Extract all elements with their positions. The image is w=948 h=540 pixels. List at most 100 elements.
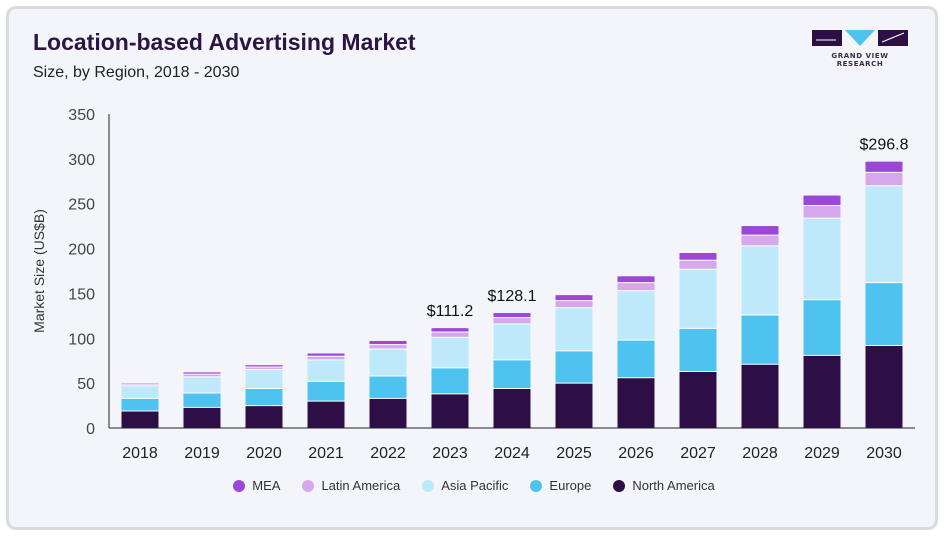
bar-asia-pacific-2020	[245, 369, 283, 389]
bar-north-america-2021	[307, 401, 345, 428]
bar-asia-pacific-2022	[369, 349, 407, 376]
legend-swatch	[613, 479, 626, 492]
data-label-2030: $296.8	[860, 137, 909, 154]
data-label-2024: $128.1	[488, 288, 537, 305]
x-tick-label-2021: 2021	[308, 445, 344, 462]
bar-north-america-2019	[183, 407, 221, 428]
bar-latin-america-2023	[431, 332, 469, 338]
x-tick-label-2023: 2023	[432, 445, 468, 462]
grand-view-research-logo-icon	[812, 30, 908, 46]
y-axis-label: Market Size (US$B)	[31, 209, 47, 333]
bar-asia-pacific-2029	[803, 218, 841, 300]
bar-north-america-2022	[369, 398, 407, 428]
legend-label: Asia Pacific	[441, 478, 509, 493]
bar-europe-2028	[741, 314, 779, 365]
bar-mea-2020	[245, 365, 283, 367]
bar-cap-2021	[307, 353, 345, 357]
logo-text: GRAND VIEW RESEARCH	[831, 52, 889, 68]
x-tick-label-2026: 2026	[618, 445, 654, 462]
x-tick-label-2030: 2030	[866, 445, 902, 462]
bar-asia-pacific-2028	[741, 245, 779, 315]
bar-north-america-2020	[245, 405, 283, 428]
x-tick-label-2027: 2027	[680, 445, 716, 462]
x-tick-label-2029: 2029	[804, 445, 840, 462]
legend-label: Latin America	[321, 478, 401, 493]
bar-cap-2024	[493, 313, 531, 318]
bar-asia-pacific-2023	[431, 337, 469, 368]
bar-mea-2019	[183, 372, 221, 375]
bar-cap-2028	[741, 226, 779, 235]
legend-item-north-america[interactable]: North America	[613, 478, 715, 493]
legend-swatch	[530, 479, 543, 492]
bar-latin-america-2029	[803, 205, 841, 219]
legend-item-latin-america[interactable]: Latin America	[302, 478, 400, 493]
y-tick-label: 250	[68, 197, 95, 214]
bar-europe-2027	[679, 328, 717, 372]
bar-europe-2020	[245, 388, 283, 406]
bar-europe-2018	[121, 398, 159, 411]
bar-latin-america-2030	[865, 172, 903, 186]
chart-title: Location-based Advertising Market	[33, 29, 416, 55]
bar-latin-america-2020	[245, 366, 283, 370]
y-tick-label: 200	[68, 242, 95, 259]
chart-card	[6, 6, 938, 530]
bar-europe-2025	[555, 350, 593, 384]
bar-latin-america-2018	[121, 384, 159, 386]
bar-europe-2022	[369, 375, 407, 399]
legend-label: Europe	[549, 478, 592, 493]
data-label-2023: $111.2	[427, 303, 474, 320]
bar-asia-pacific-2025	[555, 307, 593, 351]
bar-north-america-2027	[679, 371, 717, 428]
legend-item-asia-pacific[interactable]: Asia Pacific	[422, 478, 508, 493]
legend-item-mea[interactable]: MEA	[233, 478, 280, 493]
x-tick-label-2028: 2028	[742, 445, 778, 462]
x-tick-label-2022: 2022	[370, 445, 406, 462]
chart-legend: MEA Latin America Asia Pacific Europe North …	[0, 478, 948, 493]
bar-latin-america-2027	[679, 260, 717, 270]
bar-north-america-2029	[803, 355, 841, 428]
bar-asia-pacific-2021	[307, 359, 345, 382]
bar-asia-pacific-2027	[679, 269, 717, 329]
bar-cap-2025	[555, 295, 593, 301]
bar-north-america-2024	[493, 388, 531, 428]
legend-item-europe[interactable]: Europe	[530, 478, 591, 493]
bar-cap-2029	[803, 195, 841, 204]
bar-europe-2019	[183, 393, 221, 408]
bar-europe-2024	[493, 359, 531, 389]
bar-latin-america-2024	[493, 317, 531, 324]
bar-asia-pacific-2024	[493, 323, 531, 360]
bar-north-america-2026	[617, 377, 655, 428]
bar-asia-pacific-2030	[865, 185, 903, 283]
bar-asia-pacific-2019	[183, 376, 221, 394]
bar-asia-pacific-2026	[617, 290, 655, 341]
bar-latin-america-2028	[741, 235, 779, 246]
bar-europe-2030	[865, 282, 903, 346]
bar-north-america-2028	[741, 364, 779, 428]
y-tick-label: 300	[68, 152, 95, 169]
legend-swatch	[302, 479, 315, 492]
legend-swatch	[422, 479, 435, 492]
chart-subtitle: Size, by Region, 2018 - 2030	[33, 64, 240, 81]
x-tick-label-2018: 2018	[122, 445, 158, 462]
bar-europe-2029	[803, 299, 841, 356]
bar-cap-2023	[431, 328, 469, 333]
legend-label: North America	[632, 478, 715, 493]
bar-latin-america-2022	[369, 344, 407, 350]
x-tick-label-2020: 2020	[246, 445, 282, 462]
bar-europe-2021	[307, 381, 345, 402]
y-tick-label: 50	[77, 376, 95, 393]
bar-latin-america-2025	[555, 300, 593, 308]
bar-north-america-2025	[555, 383, 593, 428]
bar-europe-2026	[617, 340, 655, 378]
bar-north-america-2018	[121, 410, 159, 428]
y-tick-label: 150	[68, 286, 95, 303]
bar-north-america-2030	[865, 345, 903, 428]
bar-asia-pacific-2018	[121, 385, 159, 399]
bar-cap-2022	[369, 340, 407, 345]
bar-latin-america-2019	[183, 374, 221, 377]
bar-north-america-2023	[431, 393, 469, 428]
bar-cap-2026	[617, 276, 655, 283]
x-tick-label-2019: 2019	[184, 445, 220, 462]
x-tick-label-2025: 2025	[556, 445, 592, 462]
bar-latin-america-2026	[617, 282, 655, 291]
